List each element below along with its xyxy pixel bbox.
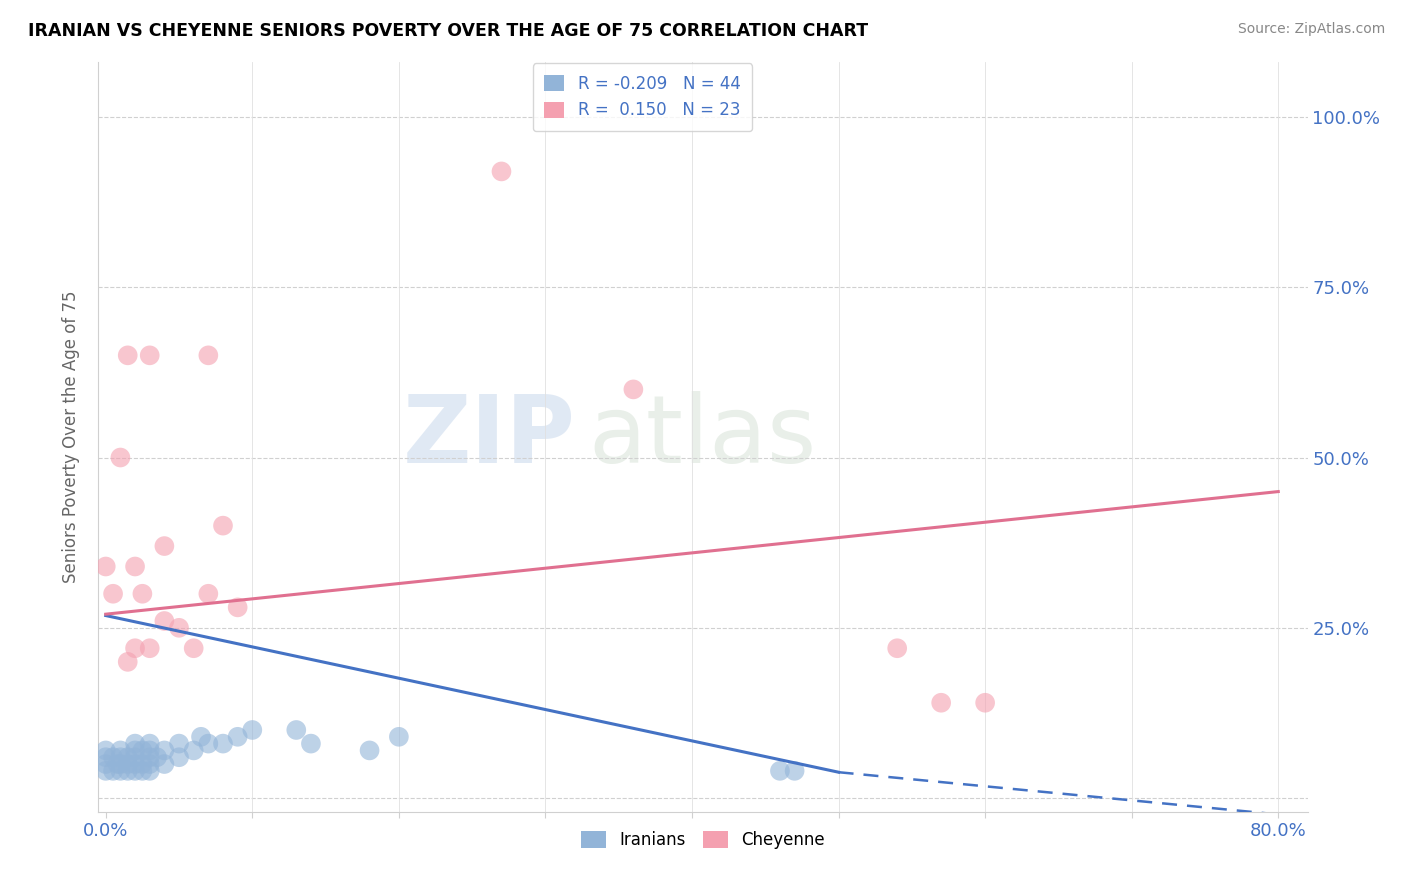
Point: [974, 696, 997, 710]
Point: [153, 757, 176, 772]
Point: [138, 750, 160, 764]
Point: [124, 757, 146, 772]
Point: [124, 559, 146, 574]
Point: [94, 750, 117, 764]
Point: [124, 750, 146, 764]
Point: [138, 737, 160, 751]
Point: [621, 383, 644, 397]
Y-axis label: Seniors Poverty Over the Age of 75: Seniors Poverty Over the Age of 75: [62, 291, 80, 583]
Point: [124, 764, 146, 778]
Point: [299, 737, 322, 751]
Point: [226, 600, 249, 615]
Point: [94, 559, 117, 574]
Point: [359, 743, 381, 757]
Point: [183, 743, 205, 757]
Point: [138, 757, 160, 772]
Legend: Iranians, Cheyenne: Iranians, Cheyenne: [575, 824, 831, 855]
Point: [107, 757, 129, 772]
Point: [138, 764, 160, 778]
Point: [131, 757, 153, 772]
Point: [226, 730, 249, 744]
Point: [110, 750, 132, 764]
Point: [117, 655, 139, 669]
Point: [240, 723, 263, 737]
Point: [101, 764, 124, 778]
Point: [153, 743, 176, 757]
Point: [146, 750, 169, 764]
Point: [117, 348, 139, 362]
Text: ZIP: ZIP: [404, 391, 576, 483]
Text: Source: ZipAtlas.com: Source: ZipAtlas.com: [1237, 22, 1385, 37]
Point: [110, 743, 132, 757]
Point: [153, 539, 176, 553]
Point: [110, 757, 132, 772]
Point: [124, 641, 146, 656]
Point: [138, 641, 160, 656]
Point: [117, 757, 139, 772]
Point: [167, 750, 190, 764]
Point: [212, 737, 235, 751]
Point: [197, 587, 219, 601]
Point: [388, 730, 411, 744]
Point: [110, 450, 132, 465]
Point: [285, 723, 308, 737]
Point: [886, 641, 908, 656]
Point: [117, 750, 139, 764]
Point: [131, 764, 153, 778]
Point: [929, 696, 952, 710]
Point: [101, 587, 124, 601]
Point: [110, 764, 132, 778]
Point: [491, 164, 513, 178]
Point: [167, 621, 190, 635]
Text: IRANIAN VS CHEYENNE SENIORS POVERTY OVER THE AGE OF 75 CORRELATION CHART: IRANIAN VS CHEYENNE SENIORS POVERTY OVER…: [28, 22, 869, 40]
Point: [124, 737, 146, 751]
Point: [153, 614, 176, 628]
Point: [167, 737, 190, 751]
Point: [94, 757, 117, 772]
Point: [94, 764, 117, 778]
Point: [783, 764, 806, 778]
Point: [212, 518, 235, 533]
Point: [124, 743, 146, 757]
Point: [138, 743, 160, 757]
Text: atlas: atlas: [588, 391, 817, 483]
Point: [197, 348, 219, 362]
Point: [94, 743, 117, 757]
Point: [138, 348, 160, 362]
Point: [183, 641, 205, 656]
Point: [117, 764, 139, 778]
Point: [197, 737, 219, 751]
Point: [769, 764, 792, 778]
Point: [131, 743, 153, 757]
Point: [190, 730, 212, 744]
Point: [101, 750, 124, 764]
Point: [131, 587, 153, 601]
